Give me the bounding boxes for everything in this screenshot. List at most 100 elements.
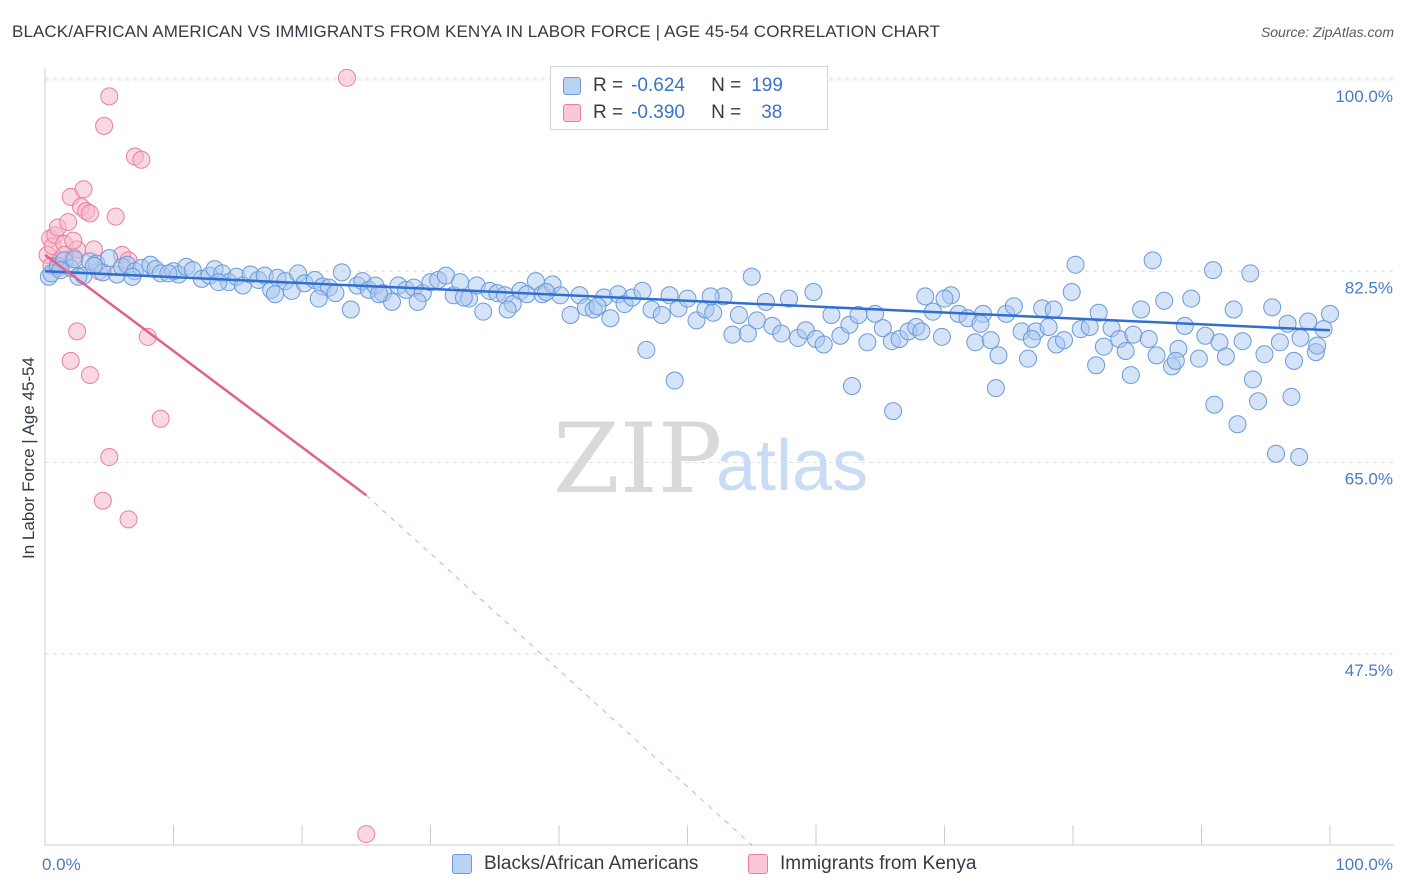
blue-data-point (858, 333, 877, 352)
trend-lines (44, 253, 1331, 846)
blue-data-point (1189, 349, 1208, 368)
blue-data-point (1116, 342, 1135, 361)
blue-data-point (1132, 300, 1151, 319)
blue-data-point (738, 324, 757, 343)
blue-data-point (1182, 289, 1201, 308)
pink-data-point (68, 322, 87, 341)
pink-data-point (132, 150, 151, 169)
blue-data-point (1143, 251, 1162, 270)
chart-title: BLACK/AFRICAN AMERICAN VS IMMIGRANTS FRO… (12, 22, 941, 41)
blue-data-point (100, 249, 119, 268)
blue-data-point (1087, 356, 1106, 375)
bottom-legend-blue: Blacks/African Americans (452, 852, 698, 876)
legend-swatch-pink (563, 104, 581, 122)
pink-data-point (95, 116, 114, 135)
pink-trend-extension (365, 494, 753, 846)
watermark: ZIP atlas (553, 403, 868, 515)
blue-data-point (1066, 255, 1085, 274)
gridlines (45, 77, 1394, 655)
blue-data-point (665, 371, 684, 390)
blue-data-point (884, 402, 903, 421)
pink-data-point (357, 825, 376, 844)
blue-data-point (772, 324, 791, 343)
bottom-legend-swatch-blue (452, 854, 472, 874)
blue-data-point (588, 297, 607, 316)
blue-data-point (678, 289, 697, 308)
blue-data-point (454, 288, 473, 307)
legend-n-value-pink: 38 (761, 102, 783, 123)
blue-data-point (1062, 283, 1081, 302)
blue-data-point (912, 322, 931, 341)
blue-data-point (780, 289, 799, 308)
blue-data-point (326, 284, 345, 303)
x-tick-label: 100.0% (1335, 855, 1393, 874)
y-tick-label: 47.5% (1345, 661, 1393, 680)
pink-data-point (93, 491, 112, 510)
blue-data-point (1022, 330, 1041, 349)
blue-data-point (1205, 395, 1224, 414)
blue-data-point (1055, 331, 1074, 350)
blue-data-point (932, 327, 951, 346)
blue-data-point (1155, 291, 1174, 310)
blue-data-point (822, 305, 841, 324)
pink-data-point (74, 180, 93, 199)
blue-data-point (637, 340, 656, 359)
pink-data-point (100, 87, 119, 106)
blue-data-point (1291, 328, 1310, 347)
bottom-legend-swatch-pink (748, 854, 768, 874)
blue-data-point (1308, 336, 1327, 355)
pink-data-point (80, 366, 99, 385)
pink-trend-line (44, 253, 367, 497)
blue-data-point (159, 264, 178, 283)
blue-data-point (1255, 345, 1274, 364)
blue-data-point (309, 289, 328, 308)
blue-data-point (1175, 316, 1194, 335)
legend-r-value-pink: -0.390 (631, 102, 685, 123)
blue-data-point (451, 273, 470, 292)
blue-data-point (1321, 304, 1339, 323)
blue-data-point (1204, 261, 1223, 280)
watermark-atlas: atlas (716, 426, 868, 506)
legend-swatch-blue (563, 77, 581, 95)
legend-r-label-blue: R = (593, 75, 624, 96)
blue-data-point (341, 300, 360, 319)
blue-data-point (1270, 333, 1289, 352)
pink-data-point (151, 409, 170, 428)
pink-series-points (38, 68, 376, 844)
pink-data-point (64, 231, 83, 250)
blue-data-point (804, 283, 823, 302)
legend-r-label-pink: R = (593, 102, 624, 123)
y-tick-labels: 47.5% 65.0% 82.5% 100.0% (1335, 87, 1393, 680)
blue-data-point (370, 285, 389, 304)
blue-data-point (1267, 444, 1286, 463)
blue-data-point (1285, 351, 1304, 370)
blue-series-points (39, 249, 1339, 467)
blue-data-point (747, 311, 766, 330)
pink-data-point (100, 448, 119, 467)
blue-data-point (986, 379, 1005, 398)
blue-data-point (723, 325, 742, 344)
blue-data-point (873, 319, 892, 338)
blue-data-point (1241, 264, 1260, 283)
blue-data-point (1019, 349, 1038, 368)
legend-box: R = -0.624 N = 199 R = -0.390 N = 38 (550, 66, 828, 130)
blue-trend-line (44, 270, 1331, 332)
blue-data-point (971, 314, 990, 333)
blue-data-point (537, 283, 556, 302)
bottom-legend-pink: Immigrants from Kenya (748, 852, 976, 876)
pink-data-point (106, 207, 125, 226)
pink-data-point (61, 351, 80, 370)
legend-row-pink: R = -0.390 N = 38 (563, 101, 782, 125)
legend-n-label-blue: N = (711, 75, 742, 96)
pink-data-point (337, 68, 356, 87)
blue-data-point (561, 305, 580, 324)
legend-row-blue: R = -0.624 N = 199 (563, 74, 783, 98)
pink-data-point (59, 213, 78, 232)
blue-data-point (1044, 300, 1063, 319)
bottom-legend-label-pink: Immigrants from Kenya (780, 853, 977, 874)
source-label: Source: ZipAtlas.com (1260, 24, 1394, 40)
watermark-zip: ZIP (553, 403, 722, 515)
blue-data-point (1004, 297, 1023, 316)
blue-data-point (1282, 387, 1301, 406)
